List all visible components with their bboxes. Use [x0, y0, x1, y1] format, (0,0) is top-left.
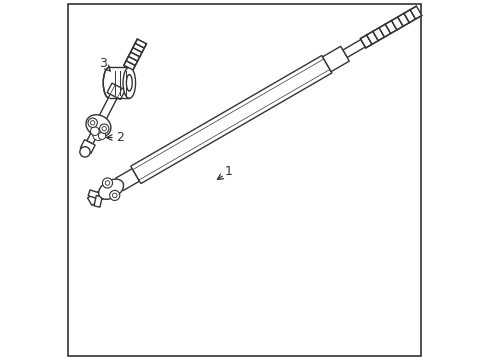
Polygon shape — [372, 28, 384, 41]
Circle shape — [102, 178, 112, 188]
Polygon shape — [130, 55, 331, 184]
Polygon shape — [99, 94, 117, 121]
Ellipse shape — [86, 115, 111, 137]
Polygon shape — [88, 190, 100, 199]
Ellipse shape — [126, 75, 132, 91]
Polygon shape — [128, 52, 140, 61]
Ellipse shape — [99, 179, 123, 199]
Polygon shape — [94, 195, 102, 207]
Polygon shape — [97, 186, 113, 199]
Circle shape — [90, 121, 95, 125]
Circle shape — [80, 147, 90, 157]
Ellipse shape — [103, 67, 116, 98]
Circle shape — [93, 129, 104, 140]
Circle shape — [90, 127, 99, 135]
Polygon shape — [397, 13, 408, 26]
Polygon shape — [366, 31, 378, 44]
Polygon shape — [342, 40, 365, 58]
Polygon shape — [135, 39, 146, 48]
Polygon shape — [403, 10, 415, 23]
Polygon shape — [322, 46, 348, 72]
Polygon shape — [87, 124, 101, 144]
Circle shape — [105, 181, 109, 185]
Circle shape — [112, 193, 117, 198]
Polygon shape — [133, 44, 144, 53]
Polygon shape — [126, 57, 137, 66]
Polygon shape — [378, 24, 390, 37]
Circle shape — [88, 118, 97, 127]
Polygon shape — [107, 83, 125, 99]
Polygon shape — [130, 48, 142, 57]
Polygon shape — [123, 61, 135, 70]
Circle shape — [109, 190, 120, 201]
Circle shape — [98, 132, 105, 139]
Polygon shape — [116, 168, 139, 191]
Text: 3: 3 — [99, 57, 107, 69]
Polygon shape — [87, 181, 121, 205]
Text: 2: 2 — [116, 131, 124, 144]
Polygon shape — [409, 6, 421, 19]
Polygon shape — [391, 17, 402, 30]
Polygon shape — [115, 66, 132, 88]
Polygon shape — [360, 35, 371, 48]
Circle shape — [102, 127, 106, 131]
Bar — [109, 67, 129, 98]
Polygon shape — [80, 140, 95, 153]
Bar — [109, 67, 129, 98]
Text: 1: 1 — [224, 165, 232, 177]
Polygon shape — [385, 21, 396, 33]
Circle shape — [100, 124, 109, 134]
Ellipse shape — [123, 67, 135, 98]
